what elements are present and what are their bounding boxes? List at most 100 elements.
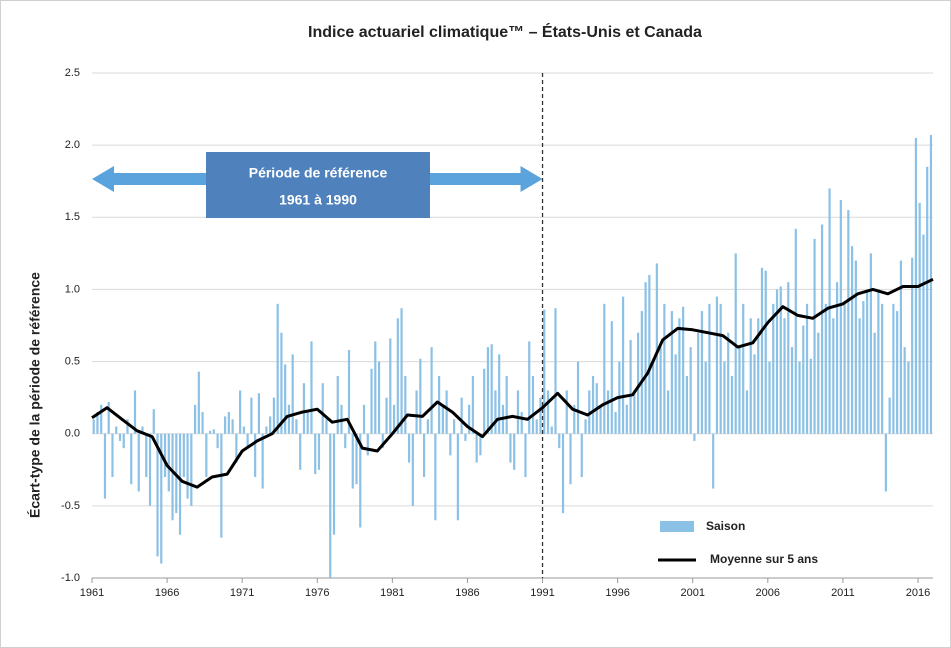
x-tick-label: 1966: [155, 587, 179, 599]
bar: [475, 433, 478, 463]
bar: [160, 433, 163, 564]
bar: [734, 253, 737, 434]
bar: [655, 263, 658, 434]
bar: [205, 433, 208, 477]
bar: [377, 361, 381, 434]
bar: [513, 433, 516, 470]
bar: [152, 409, 155, 434]
bar: [250, 397, 253, 434]
bar: [929, 135, 933, 434]
bar: [344, 433, 347, 449]
bar: [396, 318, 399, 434]
bar: [648, 275, 651, 434]
bar: [381, 433, 384, 449]
bar: [227, 412, 230, 434]
bar: [163, 433, 167, 477]
bar: [419, 358, 422, 434]
y-tick-label: 0.5: [65, 355, 80, 367]
bar: [561, 433, 565, 514]
bar: [768, 361, 771, 434]
annotation-text: Période de référence: [249, 165, 388, 181]
bar: [291, 354, 294, 434]
bar: [167, 433, 170, 492]
bar: [753, 354, 756, 434]
bar: [370, 368, 373, 434]
x-tick-label: 2006: [756, 587, 780, 599]
bar: [359, 433, 362, 528]
bar: [302, 383, 306, 434]
bar: [456, 433, 459, 521]
bar: [415, 390, 418, 434]
bar: [896, 311, 899, 434]
bar: [565, 390, 568, 434]
bar: [798, 361, 801, 434]
bar: [347, 350, 351, 434]
bar: [392, 404, 396, 434]
bar: [621, 296, 625, 434]
bar: [839, 199, 842, 434]
bar: [663, 303, 666, 434]
bar: [727, 332, 730, 434]
bar: [629, 339, 632, 434]
bar: [907, 361, 910, 434]
bar: [306, 412, 309, 434]
bar: [103, 433, 107, 499]
bar: [539, 397, 542, 434]
bar: [246, 433, 249, 449]
bar: [873, 332, 876, 434]
bar: [794, 228, 797, 434]
bar: [100, 404, 103, 434]
y-tick-label: -0.5: [61, 500, 80, 512]
y-tick-label: 2.0: [65, 139, 80, 151]
bar: [280, 332, 283, 434]
bar: [130, 433, 133, 485]
bar: [697, 332, 700, 434]
bar: [749, 318, 752, 434]
bar: [186, 433, 189, 499]
bar: [137, 433, 140, 492]
bar: [813, 238, 816, 434]
bar: [464, 433, 467, 441]
bar: [528, 341, 531, 434]
bar: [272, 397, 276, 434]
bar: [422, 433, 426, 477]
bar: [745, 390, 749, 434]
bar: [212, 429, 215, 434]
bar: [430, 347, 433, 434]
bar: [171, 433, 174, 521]
bar: [317, 433, 321, 470]
x-tick-label: 1996: [605, 587, 629, 599]
bar: [178, 433, 182, 535]
bar: [708, 303, 711, 434]
bar: [276, 303, 279, 434]
bar: [580, 433, 583, 477]
bar: [809, 358, 812, 434]
bar: [820, 224, 824, 434]
bar: [730, 376, 734, 434]
bar: [468, 404, 471, 434]
bar: [490, 344, 493, 434]
bar: [535, 419, 538, 434]
bar: [652, 361, 655, 434]
bar: [460, 397, 463, 434]
bar: [866, 289, 869, 434]
bar: [505, 376, 508, 434]
bar: [494, 390, 497, 434]
bar: [133, 390, 137, 434]
bar: [704, 361, 707, 434]
bar: [805, 303, 809, 434]
bar: [922, 234, 925, 434]
bar: [606, 390, 610, 434]
bar: [332, 433, 336, 535]
x-tick-label: 1991: [530, 587, 554, 599]
bar: [254, 433, 257, 477]
bar: [156, 433, 159, 557]
bar: [434, 433, 437, 521]
bar: [787, 282, 790, 434]
bar: [336, 376, 339, 434]
bar: [182, 433, 185, 477]
bar: [201, 412, 204, 434]
bar: [92, 419, 95, 434]
bar: [366, 433, 369, 456]
